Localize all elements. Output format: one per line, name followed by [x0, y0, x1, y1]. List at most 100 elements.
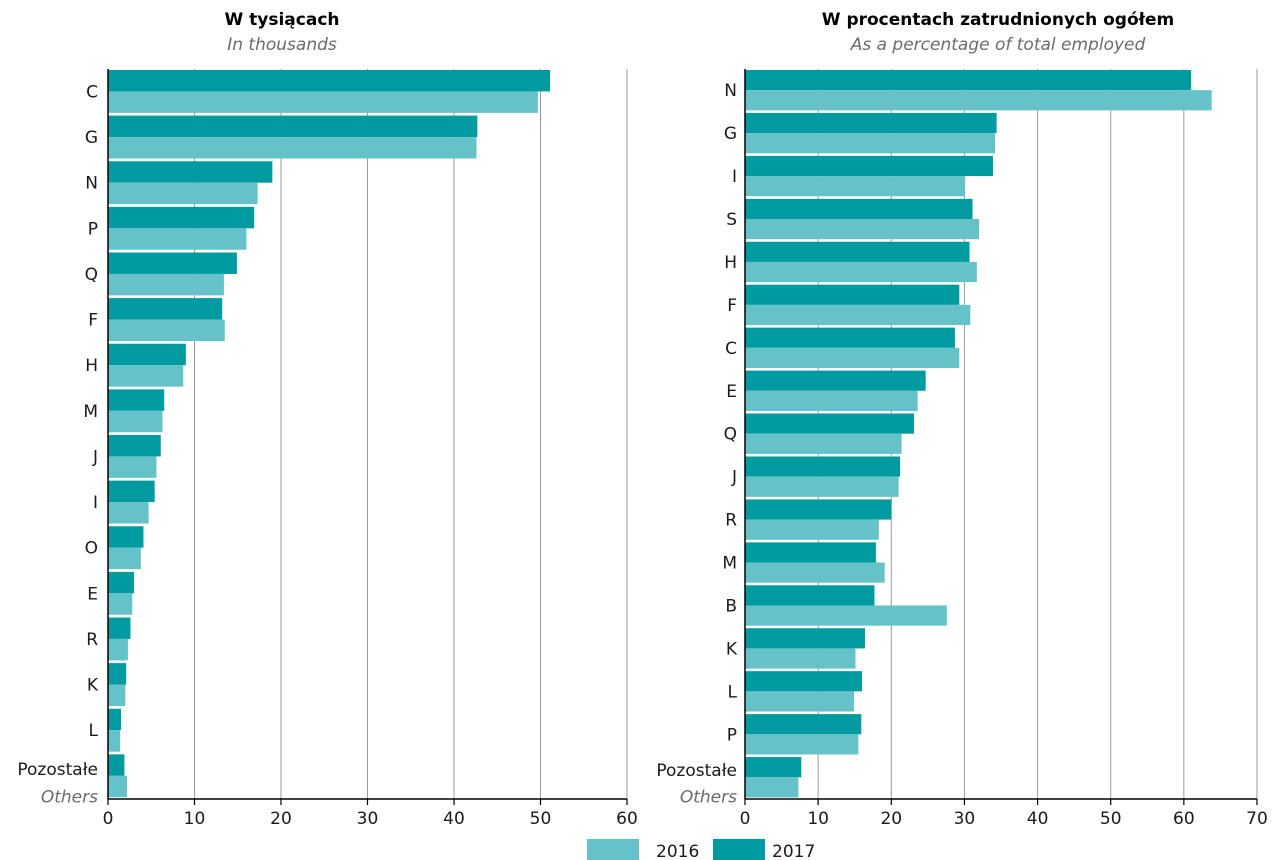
bar-2017-c	[745, 327, 955, 348]
bar-2016-i	[745, 176, 966, 197]
bar-2016-b	[745, 605, 947, 626]
bar-2016-q	[108, 273, 224, 296]
bar-2016-n	[108, 182, 258, 205]
bar-2017-j	[745, 456, 901, 477]
category-label: F	[727, 296, 737, 316]
bar-2016-l	[745, 691, 854, 712]
bar-2016-q	[745, 433, 902, 454]
x-tick-label: 30	[954, 809, 976, 829]
legend-swatch-2017	[713, 839, 765, 860]
bar-2017-k	[745, 628, 865, 649]
category-label-english: Others	[680, 787, 737, 807]
bar-2016-p	[108, 228, 247, 250]
bar-2017-e	[108, 571, 134, 594]
bar-2016-n	[745, 90, 1212, 111]
bar-2017-o	[108, 526, 144, 548]
bar-2017-l	[745, 671, 863, 692]
left-chart-title: W tysiącach	[224, 10, 339, 30]
x-tick-label: 50	[530, 809, 552, 829]
category-label: E	[87, 584, 98, 604]
category-label: Q	[724, 425, 737, 445]
x-tick-label: 30	[357, 809, 379, 829]
category-label: J	[731, 468, 737, 488]
bar-2016-g	[108, 137, 477, 159]
bar-2016-pozostae	[745, 777, 799, 798]
bar-2017-q	[745, 413, 914, 434]
bar-2017-s	[745, 198, 973, 220]
category-label: K	[726, 639, 738, 659]
right-chart-title: W procentach zatrudnionych ogółem	[822, 10, 1174, 30]
category-label: P	[88, 219, 98, 239]
bar-2017-p	[745, 714, 862, 735]
category-label: R	[86, 630, 98, 650]
category-label-english: Others	[41, 787, 98, 807]
bar-2017-pozostae	[745, 757, 802, 778]
x-tick-label: 0	[103, 809, 114, 829]
x-tick-label: 40	[443, 809, 465, 829]
legend: 2016 2017	[587, 839, 815, 860]
bar-2016-r	[108, 638, 128, 661]
x-tick-label: 40	[1027, 809, 1049, 829]
bar-2016-r	[745, 519, 879, 540]
bar-2016-f	[108, 319, 225, 342]
bar-2016-h	[745, 261, 977, 283]
legend-swatch-2016	[587, 839, 639, 860]
bar-2017-m	[108, 389, 165, 411]
x-tick-label: 50	[1100, 809, 1122, 829]
bar-2017-f	[108, 298, 223, 320]
right-panel-percentage: W procentach zatrudnionych ogółem As a p…	[656, 10, 1267, 829]
category-label: Pozostałe	[656, 761, 737, 781]
bar-2016-o	[108, 547, 141, 570]
category-label: C	[725, 339, 737, 359]
category-label: K	[87, 676, 99, 696]
x-tick-label: 20	[270, 809, 292, 829]
bar-2016-k	[745, 648, 856, 669]
category-label: H	[85, 356, 98, 376]
bar-2017-f	[745, 284, 960, 305]
legend-label-2017: 2017	[772, 842, 815, 860]
bar-2017-r	[745, 499, 892, 520]
category-label: F	[88, 311, 98, 331]
bar-2016-c	[745, 347, 960, 369]
category-label: S	[726, 210, 737, 230]
x-tick-label: 60	[1173, 809, 1195, 829]
category-label: H	[724, 253, 737, 273]
category-label: E	[726, 382, 737, 402]
bar-2017-h	[745, 241, 970, 262]
bar-2016-k	[108, 684, 126, 707]
bar-2017-g	[108, 115, 478, 138]
bar-2017-l	[108, 708, 121, 731]
category-label: Pozostałe	[17, 760, 98, 780]
bar-2016-pozostae	[108, 775, 128, 798]
bar-2016-j	[745, 476, 899, 497]
category-label: G	[724, 124, 737, 144]
category-label: M	[722, 554, 737, 574]
bar-2016-j	[108, 456, 157, 478]
category-label: J	[92, 447, 98, 467]
x-tick-label: 10	[184, 809, 206, 829]
x-tick-label: 20	[880, 809, 902, 829]
x-tick-label: 60	[616, 809, 638, 829]
legend-label-2016: 2016	[656, 842, 699, 860]
category-label: I	[732, 167, 737, 187]
bar-2016-g	[745, 133, 996, 154]
x-tick-label: 0	[740, 809, 751, 829]
bar-2017-r	[108, 617, 131, 639]
bar-2017-j	[108, 435, 161, 457]
category-label: B	[725, 596, 737, 616]
bar-2016-e	[108, 593, 133, 615]
category-label: M	[83, 402, 98, 422]
bar-2017-k	[108, 663, 127, 685]
bar-2016-i	[108, 502, 149, 524]
category-label: R	[725, 511, 737, 531]
category-label: P	[727, 725, 737, 745]
bar-2017-h	[108, 343, 186, 366]
bar-2017-i	[108, 480, 155, 503]
bar-2016-m	[108, 410, 163, 433]
bar-2017-n	[108, 161, 273, 183]
category-label: Q	[85, 265, 98, 285]
bar-2017-e	[745, 370, 926, 391]
bar-2016-s	[745, 219, 980, 240]
bar-2017-pozostae	[108, 754, 125, 776]
